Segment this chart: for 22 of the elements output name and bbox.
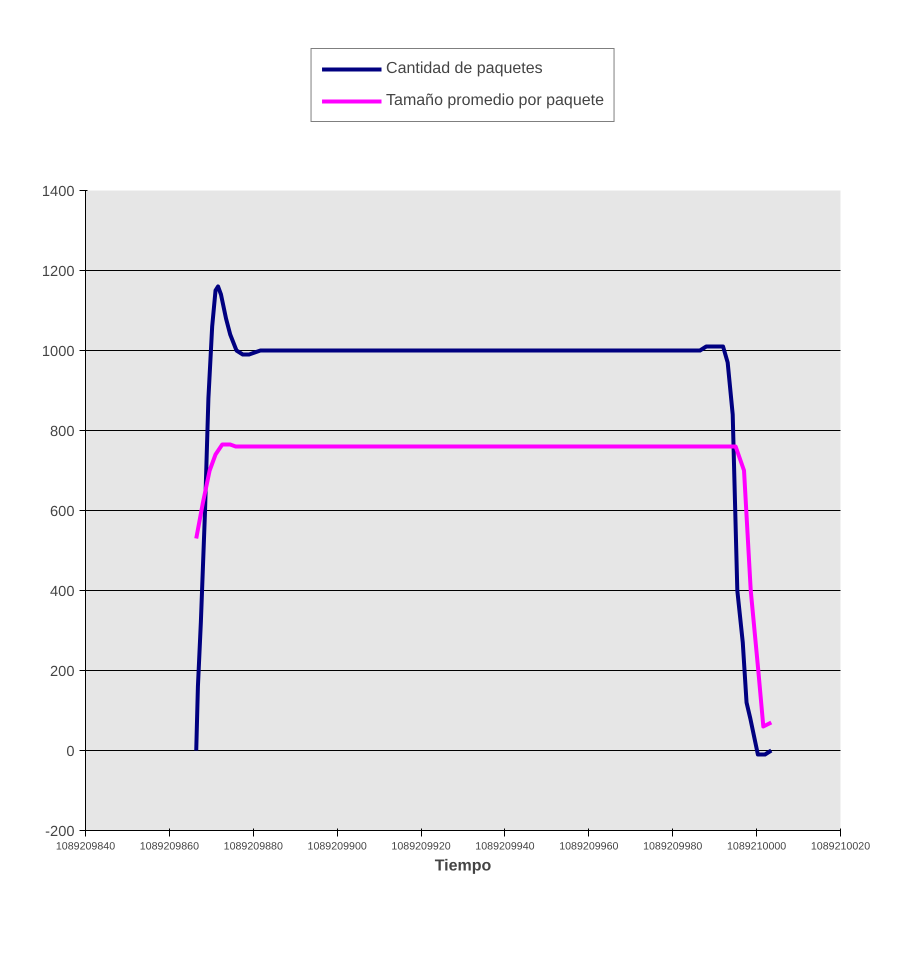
x-tick-label: 1089209880 — [224, 840, 283, 852]
y-tick-label: 400 — [50, 584, 75, 600]
legend-label: Tamaño promedio por paquete — [386, 92, 604, 110]
y-tick-label: 1000 — [42, 344, 75, 360]
x-tick-label: 1089209960 — [559, 840, 619, 852]
x-tick-label: 1089209860 — [140, 840, 200, 852]
x-tick-label: 1089209940 — [475, 840, 535, 852]
x-tick-label: 1089210020 — [810, 840, 870, 852]
y-tick-label: 1400 — [42, 184, 75, 200]
x-tick-label: 1089209980 — [643, 840, 702, 852]
x-tick-label: 1089209900 — [308, 840, 367, 852]
y-tick-label: 0 — [66, 744, 75, 760]
x-tick-label: 1089209920 — [391, 840, 451, 852]
x-tick-label: 1089210000 — [726, 840, 786, 852]
y-tick-label: -200 — [45, 824, 75, 840]
legend-label: Cantidad de paquetes — [386, 60, 543, 78]
x-axis-title: Tiempo — [434, 858, 492, 874]
y-tick-label: 600 — [50, 504, 75, 520]
y-tick-label: 200 — [50, 664, 75, 680]
y-tick-label: 1200 — [42, 264, 75, 280]
y-tick-label: 800 — [50, 424, 75, 440]
x-tick-label: 1089209840 — [56, 840, 116, 852]
